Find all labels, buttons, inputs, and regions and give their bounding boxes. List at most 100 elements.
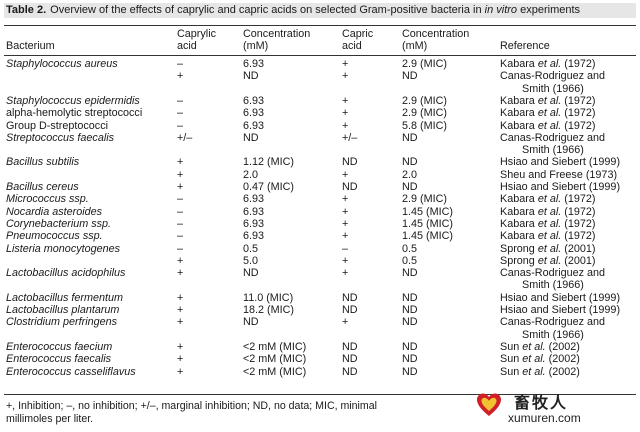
cell-reference: Sprong et al. (2001) bbox=[500, 242, 596, 255]
cell-reference: Sprong et al. (2001) bbox=[500, 254, 596, 267]
cell-reference: Kabara et al. (1972) bbox=[500, 217, 596, 230]
cell-caprylic-concentration: ND bbox=[243, 316, 259, 329]
watermark-url: xumuren.com bbox=[508, 411, 581, 425]
cell-reference: Hsiao and Siebert (1999) bbox=[500, 304, 621, 316]
cell-capric-acid: ND bbox=[342, 353, 358, 366]
cell-reference: Hsiao and Siebert (1999) bbox=[500, 181, 621, 193]
cell-caprylic-concentration: 6.93 bbox=[243, 58, 265, 70]
cell-caprylic-acid: – bbox=[177, 119, 184, 132]
cell-caprylic-acid: – bbox=[177, 193, 184, 206]
caption-label: Table 2. bbox=[6, 4, 47, 16]
cell-reference: Sun et al. (2002) bbox=[500, 365, 580, 378]
cell-reference: Canas-Rodriguez and bbox=[500, 267, 606, 280]
header-capric-line2: acid bbox=[342, 39, 362, 52]
header-caprylic: Caprylic acid bbox=[177, 28, 216, 52]
cell-bacterium: Micrococcus ssp. bbox=[6, 193, 89, 206]
cell-caprylic-acid: + bbox=[177, 316, 184, 329]
cell-caprylic-concentration: 6.93 bbox=[243, 94, 265, 107]
cell-bacterium: Bacillus cereus bbox=[6, 181, 79, 193]
cell-caprylic-concentration: <2 mM (MIC) bbox=[243, 365, 307, 378]
cell-caprylic-concentration: 6.93 bbox=[243, 119, 265, 132]
cell-bacterium: Enterococcus casseliflavus bbox=[6, 365, 136, 378]
cell-capric-concentration: ND bbox=[402, 316, 418, 329]
cell-bacterium: Enterococcus faecalis bbox=[6, 353, 112, 366]
cell-caprylic-acid: – bbox=[177, 205, 184, 218]
cell-capric-acid: ND bbox=[342, 340, 358, 353]
cell-bacterium: Bacillus subtilis bbox=[6, 156, 80, 169]
cell-reference: Smith (1966) bbox=[522, 328, 584, 341]
caption-text: Overview of the effects of caprylic and … bbox=[50, 4, 485, 16]
cell-capric-acid: +/– bbox=[342, 131, 358, 144]
cell-bacterium: Lactobacillus fermentum bbox=[6, 291, 124, 304]
header-caprylic-line1: Caprylic bbox=[177, 28, 216, 40]
cell-caprylic-acid: – bbox=[177, 107, 184, 120]
cell-capric-concentration: ND bbox=[402, 131, 418, 144]
cell-caprylic-concentration: 6.93 bbox=[243, 217, 265, 230]
cell-capric-acid: + bbox=[342, 267, 349, 280]
cell-capric-concentration: ND bbox=[402, 340, 418, 353]
cell-caprylic-concentration: 18.2 (MIC) bbox=[243, 304, 294, 316]
cell-caprylic-concentration: 5.0 bbox=[243, 254, 259, 267]
cell-capric-concentration: ND bbox=[402, 353, 418, 366]
cell-caprylic-acid: + bbox=[177, 254, 184, 267]
cell-caprylic-acid: + bbox=[177, 304, 184, 316]
cell-capric-concentration: 1.45 (MIC) bbox=[402, 217, 453, 230]
cell-caprylic-concentration: 11.0 (MIC) bbox=[243, 291, 294, 304]
cell-capric-acid: ND bbox=[342, 291, 358, 304]
cell-capric-acid: + bbox=[342, 254, 349, 267]
cell-caprylic-concentration: 2.0 bbox=[243, 168, 259, 181]
cell-capric-acid: + bbox=[342, 168, 349, 181]
cell-bacterium: Nocardia asteroides bbox=[6, 205, 103, 218]
cell-bacterium: Staphylococcus epidermidis bbox=[6, 94, 140, 107]
cell-capric-concentration: 2.9 (MIC) bbox=[402, 94, 447, 107]
cell-capric-concentration: ND bbox=[402, 304, 418, 316]
header-conc2-line2: (mM) bbox=[402, 39, 428, 52]
watermark-brand: 畜牧人 bbox=[514, 395, 569, 412]
cell-capric-concentration: 2.0 bbox=[402, 168, 418, 181]
cell-bacterium: Group D-streptococci bbox=[6, 119, 109, 132]
cell-capric-concentration: 5.8 (MIC) bbox=[402, 119, 447, 132]
cell-bacterium: Listeria monocytogenes bbox=[6, 242, 121, 255]
cell-reference: Kabara et al. (1972) bbox=[500, 94, 596, 107]
cell-caprylic-concentration: 0.5 bbox=[243, 242, 259, 255]
cell-capric-acid: + bbox=[342, 193, 349, 206]
cell-capric-concentration: 0.5 bbox=[402, 254, 418, 267]
cell-reference: Kabara et al. (1972) bbox=[500, 205, 596, 218]
footnote-line2: millimoles per liter. bbox=[6, 412, 94, 425]
cell-capric-concentration: ND bbox=[402, 181, 418, 193]
cell-reference: Hsiao and Siebert (1999) bbox=[500, 156, 621, 169]
heart-logo-icon bbox=[477, 393, 501, 416]
cell-caprylic-concentration: ND bbox=[243, 70, 259, 83]
cell-capric-acid: ND bbox=[342, 304, 358, 316]
footnote-line1: +, Inhibition; –, no inhibition; +/–, ma… bbox=[6, 400, 377, 412]
header-conc1-line2: (mM) bbox=[243, 39, 269, 52]
header-bacterium: Bacterium bbox=[6, 40, 55, 52]
cell-bacterium: Staphylococcus aureus bbox=[6, 58, 118, 70]
cell-caprylic-acid: – bbox=[177, 217, 184, 230]
table-footnote: +, Inhibition; –, no inhibition; +/–, ma… bbox=[6, 400, 476, 425]
header-concentration-2: Concentration (mM) bbox=[402, 28, 469, 52]
cell-capric-concentration: 2.9 (MIC) bbox=[402, 193, 447, 206]
cell-reference: Kabara et al. (1972) bbox=[500, 107, 596, 120]
cell-reference: Hsiao and Siebert (1999) bbox=[500, 291, 621, 304]
cell-caprylic-acid: + bbox=[177, 353, 184, 366]
cell-bacterium: Corynebacterium ssp. bbox=[6, 217, 112, 230]
cell-capric-acid: + bbox=[342, 205, 349, 218]
header-reference: Reference bbox=[500, 40, 550, 52]
top-rule bbox=[4, 25, 636, 26]
cell-bacterium: Lactobacillus acidophilus bbox=[6, 267, 126, 280]
cell-reference: Kabara et al. (1972) bbox=[500, 193, 596, 206]
header-rule bbox=[4, 55, 636, 56]
cell-caprylic-acid: + bbox=[177, 181, 184, 193]
cell-reference: Sun et al. (2002) bbox=[500, 340, 580, 353]
cell-capric-acid: + bbox=[342, 58, 349, 70]
cell-capric-concentration: 1.45 (MIC) bbox=[402, 205, 453, 218]
header-capric-line1: Capric bbox=[342, 28, 374, 40]
cell-reference: Sheu and Freese (1973) bbox=[500, 168, 618, 181]
cell-caprylic-acid: + bbox=[177, 168, 184, 181]
cell-caprylic-acid: + bbox=[177, 340, 184, 353]
cell-bacterium: Clostridium perfringens bbox=[6, 316, 118, 329]
cell-caprylic-concentration: 6.93 bbox=[243, 107, 265, 120]
cell-caprylic-concentration: <2 mM (MIC) bbox=[243, 353, 307, 366]
cell-capric-concentration: 2.9 (MIC) bbox=[402, 58, 447, 70]
